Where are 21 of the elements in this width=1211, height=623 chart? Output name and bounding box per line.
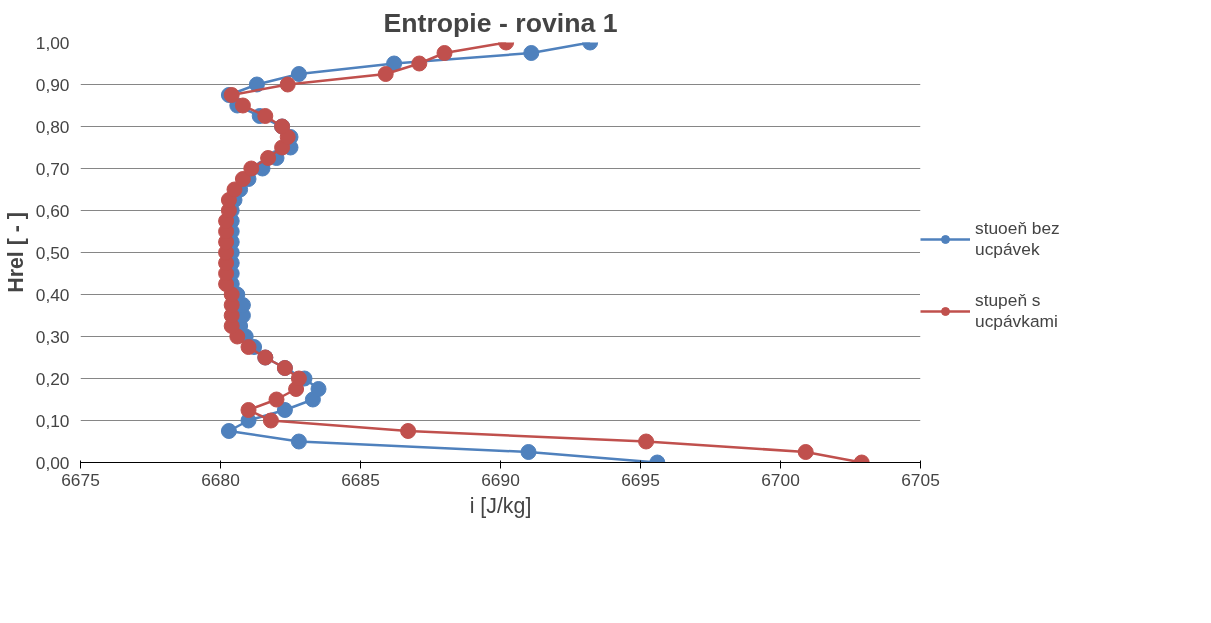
y-tick-label: 0,50	[35, 242, 70, 263]
legend-label: stuoeň bez ucpávek	[975, 218, 1061, 260]
y-tick-label: 0,30	[35, 326, 70, 347]
y-tick-label: 0,80	[35, 116, 70, 137]
x-tick-label: 6700	[761, 469, 800, 490]
legend-label: stupeň s ucpávkami	[975, 290, 1059, 332]
y-tick-label: 0,10	[35, 410, 70, 431]
y-tick-label: 1,00	[35, 32, 70, 53]
y-axis-title: Hrel [ - ]	[3, 212, 28, 293]
y-tick-label: 0,70	[35, 158, 70, 179]
y-tick-label: 0,90	[35, 74, 70, 95]
x-tick-label: 6685	[341, 469, 380, 490]
y-tick-label: 0,20	[35, 368, 70, 389]
y-tick-label: 0,60	[35, 200, 70, 221]
x-tick-label: 6705	[901, 469, 940, 490]
x-axis-title: i [J/kg]	[469, 493, 532, 518]
x-tick-label: 6695	[621, 469, 660, 490]
x-tick-label: 6690	[481, 469, 520, 490]
x-tick-label: 6680	[201, 469, 240, 490]
y-tick-label: 0,40	[35, 284, 70, 305]
chart-title: Entropie - rovina 1	[383, 7, 618, 38]
